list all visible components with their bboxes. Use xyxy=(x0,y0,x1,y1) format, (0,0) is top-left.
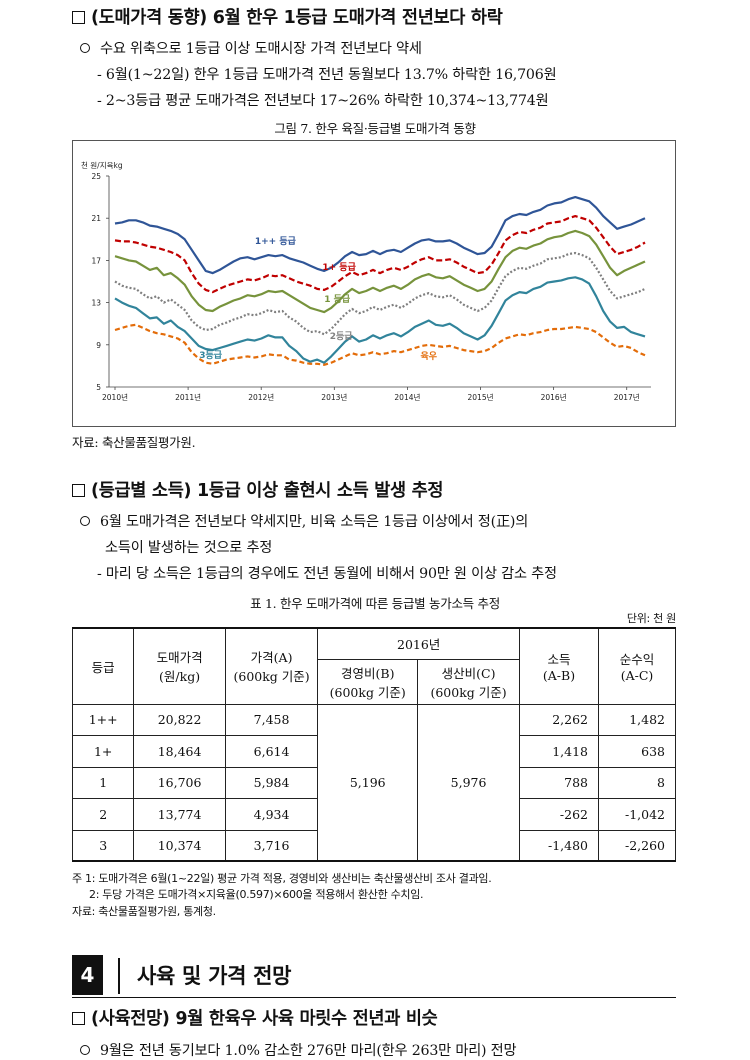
series-line-5 xyxy=(114,323,646,366)
figure-source: 자료: 축산물품질평가원. xyxy=(72,435,196,450)
header-prod: 생산비(C) (600kg 기준) xyxy=(417,658,520,705)
section-title-wholesale: (도매가격 동향) 6월 한우 1등급 도매가격 전년보다 하락 xyxy=(72,4,503,29)
table-source: 자료: 축산물품질평가원, 통계청. xyxy=(72,905,216,918)
bullet-breeding: 9월은 전년 동기보다 1.0% 감소한 276만 마리(한우 263만 마리)… xyxy=(80,1040,517,1060)
table-unit: 단위: 천 원 xyxy=(626,612,676,625)
table-row: 1+ 18,464 6,614 1,418 638 xyxy=(71,734,676,768)
note-1: 주 1: 도매가격은 6월(1~22일) 평균 가격 적용, 경영비와 생산비는… xyxy=(72,872,492,885)
x-tick-label: 2016년 xyxy=(541,392,567,402)
chapter-divider xyxy=(118,958,120,994)
header-wholesale: 도매가격 (원/kg) xyxy=(133,627,226,705)
y-tick-label: 5 xyxy=(96,383,101,392)
table-row: 2 13,774 4,934 -262 -1,042 xyxy=(71,797,676,831)
circle-bullet-icon xyxy=(80,516,90,526)
chart-frame: 천 원/지육kg 5 9 13 17 21 25 2010년 2011년 2012년 2013년 20… xyxy=(72,140,676,427)
x-tick-label: 2014년 xyxy=(394,392,420,402)
note-2: 2: 두당 가격은 도매가격×지육율(0.597)×600을 적용해서 환산한 … xyxy=(89,888,424,901)
checkbox-square-icon xyxy=(72,1012,85,1025)
series-line-3 xyxy=(114,251,646,336)
x-tick-label: 2010년 xyxy=(102,392,128,402)
series-label: 2등급 xyxy=(330,331,354,342)
table-row: 3 10,374 3,716 -1,480 -2,260 xyxy=(71,829,676,862)
series-label: 1 등급 xyxy=(324,294,351,305)
y-tick-label: 17 xyxy=(91,256,101,265)
series-line-4 xyxy=(114,276,646,364)
cell-cost-merged: 5,196 xyxy=(317,703,419,862)
x-tick-label: 2013년 xyxy=(321,392,347,402)
table-row: 1 16,706 5,984 788 8 xyxy=(71,766,676,799)
series-label: 1++ 등급 xyxy=(255,236,297,247)
chapter-rule xyxy=(72,997,676,998)
section-title-income: (등급별 소득) 1등급 이상 출현시 소득 발생 추정 xyxy=(72,477,444,502)
chapter-number: 4 xyxy=(72,955,103,995)
income-table: 등급 도매가격 (원/kg) 가격(A) (600kg 기준) 2016년 소득 (A… xyxy=(71,627,676,862)
x-tick-label: 2015년 xyxy=(468,392,494,402)
x-tick-label: 2012년 xyxy=(248,392,274,402)
section-title-breeding: (사육전망) 9월 한육우 사육 마릿수 전년과 비슷 xyxy=(72,1005,438,1030)
y-tick-label: 13 xyxy=(91,299,101,308)
cell-prod-merged: 5,976 xyxy=(417,703,520,862)
series-label: 육우 xyxy=(421,351,438,362)
header-price: 가격(A) (600kg 기준) xyxy=(224,627,319,705)
figure-caption: 그림 7. 한우 육질·등급별 도매가격 동향 xyxy=(274,121,476,136)
price-line-chart: 천 원/지육kg 5 9 13 17 21 25 2010년 2011년 2012년 2013년 20… xyxy=(81,160,651,402)
series-label: 3등급 xyxy=(199,350,223,361)
y-tick-label: 25 xyxy=(91,172,101,181)
header-cost: 경영비(B) (600kg 기준) xyxy=(317,658,419,705)
checkbox-square-icon xyxy=(72,484,85,497)
series-label: 1+ 등급 xyxy=(322,262,356,273)
table-row: 1++ 20,822 7,458 5,196 5,976 2,262 1,482 xyxy=(71,703,676,862)
circle-bullet-icon xyxy=(80,43,90,53)
y-axis-label: 천 원/지육kg xyxy=(81,160,123,170)
header-income: 소득 (A-B) xyxy=(519,627,599,705)
checkbox-square-icon xyxy=(72,11,85,24)
circle-bullet-icon xyxy=(80,1045,90,1055)
series-line-1 xyxy=(114,214,646,294)
table-caption: 표 1. 한우 도매가격에 따른 등급별 농가소득 추정 xyxy=(250,596,500,611)
y-tick-label: 9 xyxy=(96,341,101,350)
header-net: 순수익 (A-C) xyxy=(598,627,676,705)
header-grade: 등급 xyxy=(71,627,135,705)
chapter-title: 사육 및 가격 전망 xyxy=(137,964,292,988)
dash-item-3: - 마리 당 소득은 1등급의 경우에도 전년 동월에 비해서 90만 원 이상… xyxy=(97,566,557,582)
series-line-0 xyxy=(114,195,646,275)
series-line-2 xyxy=(114,229,646,314)
bullet-wholesale: 수요 위축으로 1등급 이상 도매시장 가격 전년보다 약세 xyxy=(80,38,422,58)
x-tick-label: 2011년 xyxy=(175,392,201,402)
y-tick-label: 21 xyxy=(91,214,101,223)
dash-item-2: - 2~3등급 평균 도매가격은 전년보다 17~26% 하락한 10,374~… xyxy=(97,93,549,109)
bullet-income-cont: 소득이 발생하는 것으로 추정 xyxy=(105,540,273,556)
dash-item-1: - 6월(1~22일) 한우 1등급 도매가격 전년 동월보다 13.7% 하락… xyxy=(97,67,557,83)
x-tick-label: 2017년 xyxy=(614,392,640,402)
header-year: 2016년 xyxy=(317,627,520,660)
bullet-income: 6월 도매가격은 전년보다 약세지만, 비육 소득은 1등급 이상에서 정(正)… xyxy=(80,511,528,531)
